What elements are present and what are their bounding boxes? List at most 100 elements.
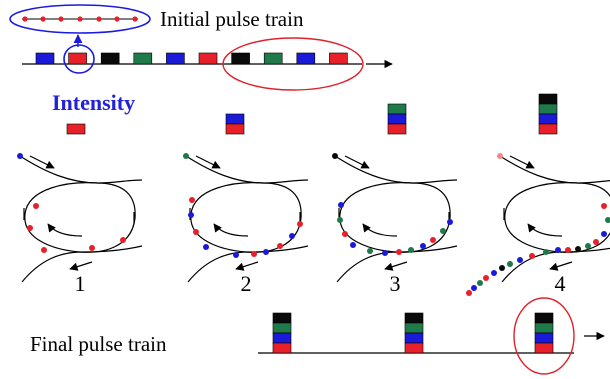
intensity-2-red xyxy=(225,123,245,135)
panel-number-2: 2 xyxy=(241,271,252,296)
ring-pulse-dot xyxy=(605,217,610,223)
circulation-arrow xyxy=(527,223,563,237)
ring-pulse-dot xyxy=(337,217,343,223)
circulation-arrow xyxy=(47,223,83,237)
zoom-ellipse xyxy=(9,4,151,34)
ring-pulse-dot xyxy=(529,253,535,259)
ring-pulse-dot xyxy=(483,275,489,281)
initial-title: Initial pulse train xyxy=(160,7,304,31)
ring-pulse-dot xyxy=(601,231,607,237)
ring-resonator xyxy=(190,182,302,253)
panel-number-3: 3 xyxy=(390,271,401,296)
ring-pulse-dot xyxy=(565,247,571,253)
final-1-black xyxy=(272,312,292,324)
final-highlight-ellipse xyxy=(513,297,575,375)
final-2-blue xyxy=(404,332,424,344)
zoom-dot-1 xyxy=(22,16,28,22)
ring-panel-2: 2 xyxy=(183,153,309,296)
ring-pulse-dot xyxy=(193,229,199,235)
initial-pulse-red xyxy=(198,52,218,65)
input-waveguide xyxy=(19,155,143,184)
intensity-1-red xyxy=(66,123,86,135)
final-3-green xyxy=(534,322,554,334)
ring-pulse-dot xyxy=(89,245,95,251)
ring-pulse-dot xyxy=(543,249,549,255)
initial-pulse-green xyxy=(263,52,283,65)
final-section: Final pulse train xyxy=(30,297,605,375)
ring-pulse-dot xyxy=(408,247,414,253)
final-2-black xyxy=(404,312,424,324)
intensity-stacks xyxy=(66,93,558,135)
ring-pulse-dot xyxy=(491,270,497,276)
ring-pulse-dot xyxy=(555,247,561,253)
intensity-4-red xyxy=(538,123,558,135)
final-title: Final pulse train xyxy=(30,332,167,356)
panel-number-4: 4 xyxy=(555,271,566,296)
initial-pulse-blue xyxy=(296,52,316,65)
output-arrow xyxy=(384,261,408,271)
intensity-4-black xyxy=(538,93,558,105)
input-waveguide xyxy=(185,155,309,184)
incoming-pulse-dot xyxy=(17,153,23,159)
intensity-4-blue xyxy=(538,113,558,125)
intensity-4-green xyxy=(538,103,558,115)
output-arrow xyxy=(69,261,93,271)
initial-pulse-red xyxy=(68,52,87,65)
intensity-label: Intensity xyxy=(52,90,135,115)
ring-pulse-dot xyxy=(601,203,607,209)
output-arrow xyxy=(235,261,259,271)
initial-pulse-black xyxy=(100,52,120,65)
ring-pulse-dot xyxy=(447,219,453,225)
final-3-black xyxy=(534,312,554,324)
ring-pulse-dot xyxy=(41,247,47,253)
final-2-green xyxy=(404,322,424,334)
output-waveguide xyxy=(21,245,143,283)
final-3-red xyxy=(534,342,554,354)
final-2-red xyxy=(404,342,424,354)
input-waveguide xyxy=(334,155,458,184)
ring-pulse-dot xyxy=(575,246,581,252)
zoom-dot-4 xyxy=(77,16,83,22)
ring-pulse-dot xyxy=(593,239,599,245)
ring-pulse-dot xyxy=(120,237,126,243)
ring-pulse-dot xyxy=(33,203,39,209)
output-waveguide xyxy=(501,247,610,283)
input-arrow xyxy=(344,155,370,169)
panel-number-1: 1 xyxy=(75,271,86,296)
ring-pulse-dot xyxy=(277,243,283,249)
input-waveguide xyxy=(499,155,610,184)
selected-pulse-circle xyxy=(63,44,95,74)
output-waveguide xyxy=(187,245,309,283)
initial-pulse-red xyxy=(329,52,348,65)
circulation-arrow xyxy=(213,223,249,237)
incoming-pulse-dot xyxy=(183,153,189,159)
ring-pulse-dot xyxy=(297,221,303,227)
ring-pulse-dot xyxy=(350,242,356,248)
initial-pulse-train xyxy=(35,52,348,65)
ring-pulse-dot xyxy=(367,248,373,254)
output-arrow xyxy=(549,261,573,271)
group-highlight-ellipse xyxy=(222,37,364,91)
ring-pulse-dot xyxy=(342,231,348,237)
ring-pulse-dot xyxy=(477,280,483,286)
incoming-pulse-dot xyxy=(332,153,338,159)
zoom-dot-6 xyxy=(114,16,120,22)
initial-pulse-blue xyxy=(166,52,185,65)
initial-section: Initial pulse train xyxy=(9,4,393,91)
final-3-blue xyxy=(534,332,554,344)
input-arrow xyxy=(195,155,221,169)
incoming-pulse-dot xyxy=(497,153,503,159)
intensity-3-green xyxy=(387,103,407,115)
ring-pulse-dot xyxy=(440,228,446,234)
zoom-dot-2 xyxy=(40,16,46,22)
input-arrow xyxy=(509,155,535,169)
ring-pulse-dot xyxy=(233,252,239,258)
ring-pulse-dot xyxy=(471,285,477,291)
zoom-dot-5 xyxy=(96,16,102,22)
initial-pulse-green xyxy=(133,52,153,65)
final-1-blue xyxy=(272,332,292,344)
ring-panel-4: 4 xyxy=(466,153,610,296)
circulation-arrow xyxy=(362,223,398,237)
ring-pulse-dot xyxy=(188,212,194,218)
